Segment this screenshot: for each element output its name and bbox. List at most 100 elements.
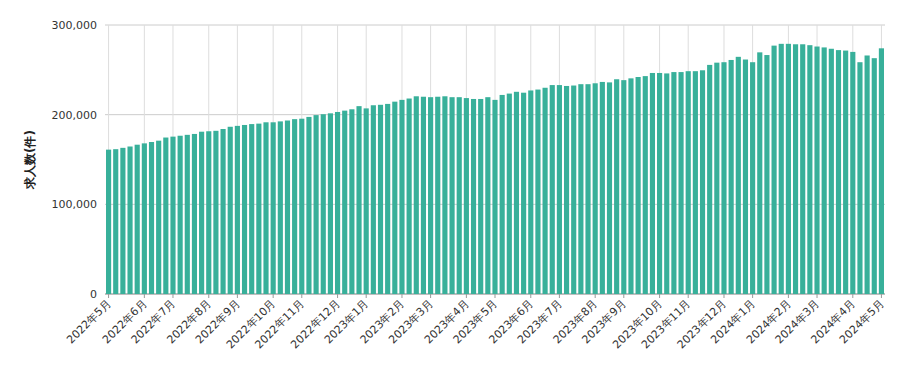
x-tick (688, 294, 689, 298)
x-tick (237, 294, 238, 298)
y-axis-title: 求人数(件) (23, 130, 37, 190)
bar (135, 145, 140, 294)
bar (786, 44, 791, 294)
bar (206, 131, 211, 294)
x-tick (788, 294, 789, 298)
bar (628, 78, 633, 294)
bar (657, 73, 662, 294)
bar (700, 70, 705, 294)
bar (285, 120, 290, 294)
bar (120, 148, 125, 294)
x-tick (430, 294, 431, 298)
x-tick (208, 294, 209, 298)
bar (829, 49, 834, 294)
axes: 0100,000200,000300,0002022年5月2022年6月2022… (52, 19, 887, 351)
bar (428, 97, 433, 294)
bar (879, 48, 884, 294)
bar (192, 134, 197, 294)
bar (199, 132, 204, 294)
x-tick (366, 294, 367, 298)
bar (750, 62, 755, 294)
x-tick (108, 294, 109, 298)
bar (650, 73, 655, 294)
bar (364, 108, 369, 294)
bar (271, 122, 276, 294)
bar (807, 45, 812, 294)
bar (578, 84, 583, 294)
bar (543, 88, 548, 294)
bar (170, 137, 175, 294)
bar (349, 109, 354, 294)
bar (643, 76, 648, 294)
bar (614, 79, 619, 294)
bar (213, 131, 218, 294)
bar (149, 142, 154, 294)
bar (106, 150, 111, 294)
bar (263, 122, 268, 294)
bar (228, 127, 233, 294)
bar (292, 119, 297, 294)
bar (764, 55, 769, 294)
bar (249, 124, 254, 294)
bar (779, 44, 784, 294)
bar (457, 97, 462, 294)
bar (321, 114, 326, 294)
bar (335, 112, 340, 294)
bar (872, 58, 877, 294)
bar (550, 85, 555, 294)
bar (564, 86, 569, 294)
bar (671, 72, 676, 294)
x-tick (817, 294, 818, 298)
bar (385, 104, 390, 294)
x-tick (530, 294, 531, 298)
x-tick (852, 294, 853, 298)
bar (664, 73, 669, 294)
x-tick (466, 294, 467, 298)
bar (392, 102, 397, 294)
x-tick (337, 294, 338, 298)
bar (571, 86, 576, 294)
bar (843, 51, 848, 294)
x-tick (559, 294, 560, 298)
bar (814, 47, 819, 294)
x-tick (595, 294, 596, 298)
bar (127, 146, 132, 294)
bar (220, 129, 225, 294)
bar (857, 62, 862, 294)
bar (850, 52, 855, 294)
bar (356, 106, 361, 294)
bar (535, 90, 540, 294)
bar (557, 85, 562, 294)
bar (435, 97, 440, 294)
bar (621, 80, 626, 294)
bar (421, 97, 426, 294)
bar (235, 126, 240, 294)
bar (822, 47, 827, 294)
bar (800, 44, 805, 294)
x-tick (273, 294, 274, 298)
bar (521, 93, 526, 294)
chart: 0100,000200,000300,0002022年5月2022年6月2022… (0, 0, 905, 371)
bar (607, 82, 612, 294)
bar (328, 113, 333, 294)
bar (865, 55, 870, 294)
bar (399, 100, 404, 294)
bar (299, 119, 304, 294)
bar (593, 83, 598, 294)
x-tick (144, 294, 145, 298)
bar (163, 138, 168, 294)
bar (378, 105, 383, 294)
x-tick (659, 294, 660, 298)
y-tick-label: 200,000 (52, 109, 98, 122)
bar (449, 97, 454, 294)
bar (686, 71, 691, 294)
bar (729, 60, 734, 294)
bar (757, 52, 762, 294)
y-tick-label: 100,000 (52, 198, 98, 211)
bar (142, 143, 147, 294)
bar (500, 95, 505, 294)
x-tick (752, 294, 753, 298)
bar (242, 125, 247, 294)
bar (278, 121, 283, 294)
bar (736, 57, 741, 294)
